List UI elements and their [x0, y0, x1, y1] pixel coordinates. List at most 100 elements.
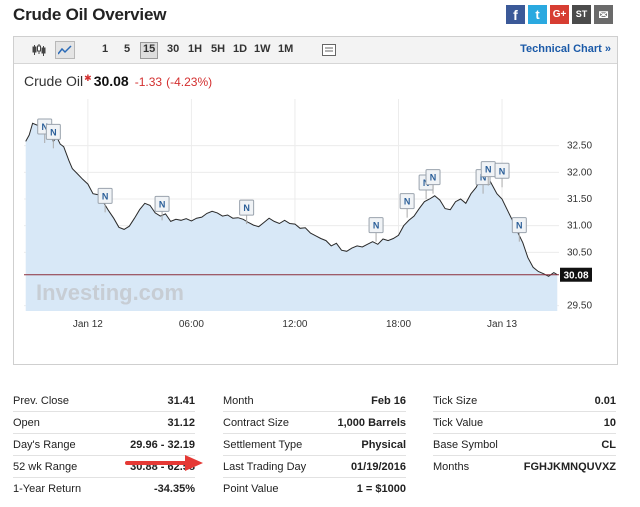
stat-label: Point Value	[223, 483, 279, 495]
y-tick-label: 29.50	[567, 301, 592, 312]
area-chart-icon[interactable]	[55, 41, 75, 59]
news-marker	[511, 217, 527, 234]
y-tick-label: 30.50	[567, 247, 592, 258]
last-price: 30.08	[93, 73, 129, 89]
news-marker-label: N	[404, 197, 411, 207]
timeframe-1[interactable]: 1	[102, 43, 109, 55]
news-marker	[154, 195, 170, 212]
timeframe-1d[interactable]: 1D	[233, 43, 248, 55]
annotation-arrow-icon	[125, 455, 203, 471]
stat-value: CL	[601, 439, 616, 451]
stat-value: 29.96 - 32.19	[130, 439, 195, 451]
news-marker	[399, 193, 415, 210]
timeframe-1w[interactable]: 1W	[254, 43, 271, 55]
last-price-tag	[560, 267, 592, 282]
chart-toolbar: 1 5 15 30 1H 5H 1D 1W 1M Technical Chart »	[14, 37, 617, 64]
stat-value: Feb 16	[371, 395, 406, 407]
stat-row: Last Trading Day 01/19/2016	[223, 456, 406, 478]
timeframe-5h[interactable]: 5H	[211, 43, 226, 55]
news-marker-label: N	[243, 203, 250, 213]
stat-label: Day's Range	[13, 439, 76, 451]
stat-label: Months	[433, 461, 470, 473]
stat-value: 0.01	[594, 395, 616, 407]
chart-settings-icon[interactable]	[319, 41, 339, 59]
news-marker-label: N	[159, 199, 166, 209]
technical-chart-link[interactable]: Technical Chart »	[520, 43, 611, 55]
stat-label: Open	[13, 417, 40, 429]
stat-row: Open 31.12	[13, 412, 195, 434]
stats-column-2: Month Feb 16 Contract Size 1,000 Barrels Set…	[223, 390, 406, 499]
news-marker	[494, 162, 510, 179]
news-marker	[368, 217, 384, 234]
y-tick-label: 31.50	[567, 194, 592, 205]
realtime-star-icon: ✱	[84, 73, 92, 83]
x-tick-label: 18:00	[386, 319, 411, 330]
page-title: Crude Oil Overview	[13, 5, 167, 24]
google-plus-icon[interactable]: G+	[550, 5, 569, 24]
news-marker-label: N	[485, 165, 492, 175]
x-tick-label: 12:00	[282, 319, 307, 330]
stat-value: FGHJKMNQUVXZ	[523, 461, 616, 473]
stat-label: 52 wk Range	[13, 461, 78, 473]
stat-row: Month Feb 16	[223, 390, 406, 412]
email-icon[interactable]: ✉	[594, 5, 613, 24]
stat-label: Tick Size	[433, 395, 478, 407]
news-marker-label: N	[50, 127, 57, 137]
stat-value: Physical	[361, 439, 406, 451]
stat-value: 31.12	[167, 417, 195, 429]
stat-label: Contract Size	[223, 417, 290, 429]
news-marker-label: N	[373, 221, 380, 231]
stat-value: -34.35%	[154, 483, 195, 495]
timeframe-1m[interactable]: 1M	[278, 43, 294, 55]
stats-column-3: Tick Size 0.01 Tick Value 10 Base Symbol CL Mo…	[433, 390, 616, 477]
news-marker	[239, 199, 255, 216]
stocktwits-icon[interactable]: ST	[572, 5, 591, 24]
stat-row: 1-Year Return -34.35%	[13, 478, 195, 499]
stat-value: 10	[603, 417, 616, 429]
stat-label: Base Symbol	[433, 439, 498, 451]
price-change: -1.33	[134, 75, 163, 89]
stat-row: Tick Value 10	[433, 412, 616, 434]
stat-row: Base Symbol CL	[433, 434, 616, 456]
news-marker-label: N	[499, 166, 506, 176]
stat-label: 1-Year Return	[13, 483, 82, 495]
timeframe-5[interactable]: 5	[124, 43, 131, 55]
stat-value: 1,000 Barrels	[337, 417, 407, 429]
twitter-icon[interactable]: t	[528, 5, 547, 24]
news-marker-label: N	[430, 173, 437, 183]
stat-value: 31.41	[167, 395, 195, 407]
stat-label: Tick Value	[433, 417, 484, 429]
stat-label: Month	[223, 395, 254, 407]
facebook-icon[interactable]: f	[506, 5, 525, 24]
stat-row: Point Value 1 = $1000	[223, 478, 406, 499]
news-marker	[97, 187, 113, 204]
stat-row: Months FGHJKMNQUVXZ	[433, 456, 616, 477]
stat-label: Settlement Type	[223, 439, 303, 451]
price-chart: 30.08 Investing.com 32.50 32.00 31.50 31.00 30…	[24, 99, 592, 330]
y-tick-label: 32.00	[567, 167, 592, 178]
x-tick-label: 06:00	[179, 319, 204, 330]
news-marker	[425, 169, 441, 186]
timeframe-1h[interactable]: 1H	[188, 43, 203, 55]
last-price-label: 30.08	[563, 271, 588, 282]
timeframe-15[interactable]: 15	[140, 42, 159, 59]
y-tick-label: 31.00	[567, 221, 592, 232]
instrument-name: Crude Oil	[24, 73, 84, 89]
investing-watermark: Investing.com	[36, 280, 184, 305]
price-change-percent: (-4.23%)	[166, 75, 213, 89]
candlestick-icon[interactable]	[29, 41, 49, 59]
chart-panel: 1 5 15 30 1H 5H 1D 1W 1M Technical Chart » Crude…	[13, 36, 618, 365]
y-tick-label: 32.50	[567, 141, 592, 152]
news-marker-label: N	[480, 173, 487, 183]
x-tick-label: Jan 13	[487, 319, 517, 330]
news-marker	[45, 123, 61, 140]
stat-row: Prev. Close 31.41	[13, 390, 195, 412]
x-tick-label: Jan 12	[73, 319, 103, 330]
share-buttons: f t G+ ST ✉	[506, 5, 613, 24]
quote-summary: Crude Oil✱ 30.08 -1.33 (-4.23%)	[24, 73, 216, 89]
timeframe-30[interactable]: 30	[167, 43, 180, 55]
stat-label: Prev. Close	[13, 395, 70, 407]
news-marker-label: N	[41, 122, 48, 132]
stat-value: 01/19/2016	[350, 461, 406, 473]
price-area	[25, 123, 558, 311]
